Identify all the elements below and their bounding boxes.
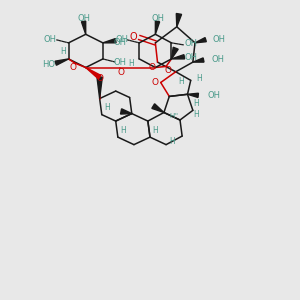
Text: O: O (152, 78, 159, 87)
Text: O: O (165, 66, 172, 75)
Polygon shape (103, 39, 116, 43)
Text: OH: OH (184, 53, 197, 62)
Polygon shape (155, 21, 160, 34)
Polygon shape (97, 77, 102, 99)
Text: OH: OH (151, 14, 164, 23)
Text: H: H (128, 59, 134, 68)
Polygon shape (188, 93, 198, 98)
Polygon shape (171, 55, 184, 59)
Text: O: O (148, 63, 156, 72)
Polygon shape (152, 104, 164, 112)
Text: O: O (96, 74, 103, 83)
Text: OH: OH (212, 35, 225, 44)
Text: OH: OH (113, 38, 127, 47)
Polygon shape (55, 59, 69, 65)
Text: O: O (129, 32, 137, 43)
Text: H: H (152, 126, 158, 135)
Polygon shape (171, 47, 178, 59)
Polygon shape (86, 68, 101, 79)
Text: H: H (193, 99, 199, 108)
Text: H: H (193, 110, 199, 119)
Text: H'': H'' (169, 113, 178, 119)
Polygon shape (195, 38, 206, 43)
Text: H: H (169, 137, 175, 146)
Text: HO: HO (42, 60, 55, 69)
Text: OH: OH (77, 14, 90, 23)
Text: OH: OH (208, 91, 221, 100)
Polygon shape (121, 109, 132, 114)
Polygon shape (82, 21, 86, 34)
Text: H: H (60, 47, 66, 56)
Text: OH: OH (116, 35, 129, 44)
Text: O: O (69, 63, 76, 72)
Text: H: H (196, 74, 202, 83)
Polygon shape (193, 58, 204, 62)
Text: H: H (178, 77, 184, 86)
Text: H: H (120, 126, 126, 135)
Text: OH: OH (184, 39, 197, 48)
Text: OH: OH (44, 35, 57, 44)
Text: O: O (118, 68, 124, 77)
Text: OH: OH (211, 56, 224, 64)
Text: H: H (104, 103, 110, 112)
Text: OH: OH (113, 58, 127, 67)
Polygon shape (176, 14, 181, 27)
